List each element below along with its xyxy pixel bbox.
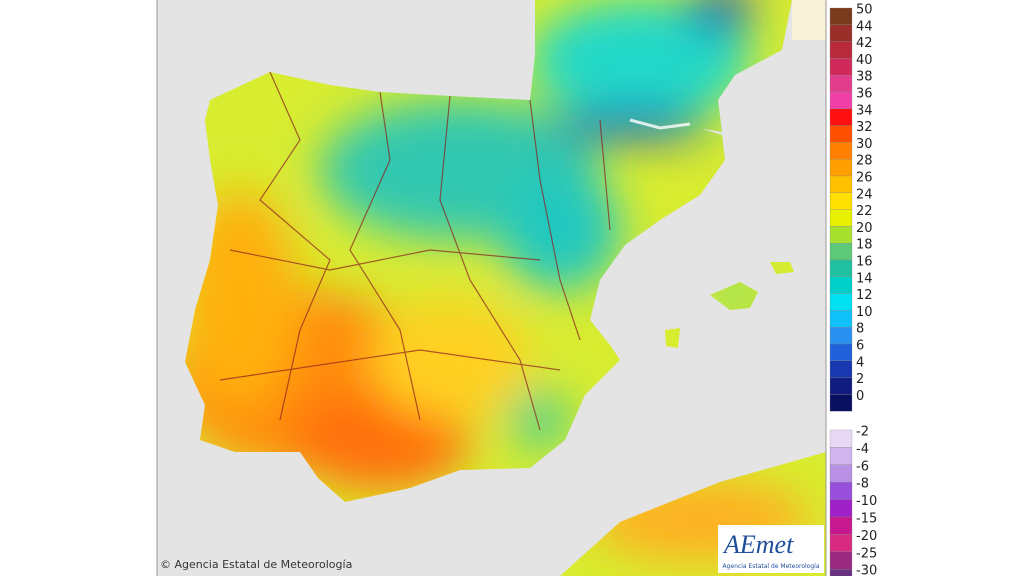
legend-swatch [829,125,853,143]
legend-swatch [829,209,853,227]
legend-swatch [829,429,853,448]
legend-label: 6 [856,339,864,354]
legend-swatch [829,499,853,518]
legend-label: 28 [856,154,873,169]
legend-label: 42 [856,36,873,51]
legend-label: 0 [856,389,864,404]
legend-label: 38 [856,70,873,85]
legend-label: 20 [856,221,873,236]
legend-label: -8 [856,477,869,492]
legend-label: -25 [856,546,877,561]
legend: 5044424038363432302826242220181614121086… [829,3,877,576]
legend-label: 32 [856,120,873,135]
legend-swatch [829,327,853,345]
legend-label: 10 [856,305,873,320]
legend-swatch [829,377,853,395]
legend-label: 8 [856,322,864,337]
legend-swatch [829,75,853,93]
legend-label: 44 [856,19,873,34]
legend-label: -4 [856,442,869,457]
legend-swatch [829,276,853,294]
other-land [792,0,826,40]
legend-label: -10 [856,494,877,509]
legend-label: 12 [856,288,873,303]
legend-label: -2 [856,425,869,440]
legend-swatch [829,293,853,311]
legend-swatch [829,464,853,483]
legend-swatch [829,91,853,109]
legend-swatch [829,569,853,576]
legend-swatch [829,259,853,277]
legend-label: 2 [856,372,864,387]
legend-label: 50 [856,3,873,18]
legend-swatch [829,310,853,328]
legend-swatch [829,243,853,261]
legend-swatch [829,175,853,193]
legend-label: -20 [856,529,877,544]
legend-swatch [829,7,853,25]
legend-swatch [829,108,853,126]
legend-swatch [829,41,853,59]
legend-label: 22 [856,204,873,219]
legend-swatch [829,159,853,177]
legend-swatch [829,360,853,378]
legend-label: 4 [856,355,864,370]
logo-subtitle: Agencia Estatal de Meteorología [723,563,820,570]
legend-swatch [829,534,853,552]
legend-swatch [829,482,853,500]
province-borders [219,71,611,431]
legend-swatch [829,58,853,76]
legend-label: 26 [856,171,873,186]
legend-swatch [829,226,853,244]
legend-label: 36 [856,87,873,102]
credit: © Agencia Estatal de Meteorología [160,558,352,571]
legend-swatch [829,447,853,465]
legend-label: 18 [856,238,873,253]
legend-swatch [829,343,853,361]
legend-swatch [829,24,853,42]
legend-swatch [829,551,853,570]
legend-label: 34 [856,103,873,118]
legend-label: 14 [856,271,873,286]
legend-label: 16 [856,255,873,270]
legend-label: -15 [856,512,877,527]
legend-label: 30 [856,137,873,152]
legend-swatch [829,394,853,412]
logo-box [718,525,824,573]
legend-swatch [829,192,853,210]
logo: AEmet [722,530,794,559]
legend-label: -6 [856,459,869,474]
legend-swatch [829,142,853,160]
legend-label: -30 [856,564,877,576]
legend-swatch [829,516,853,535]
legend-label: 40 [856,53,873,68]
legend-label: 24 [856,187,873,202]
